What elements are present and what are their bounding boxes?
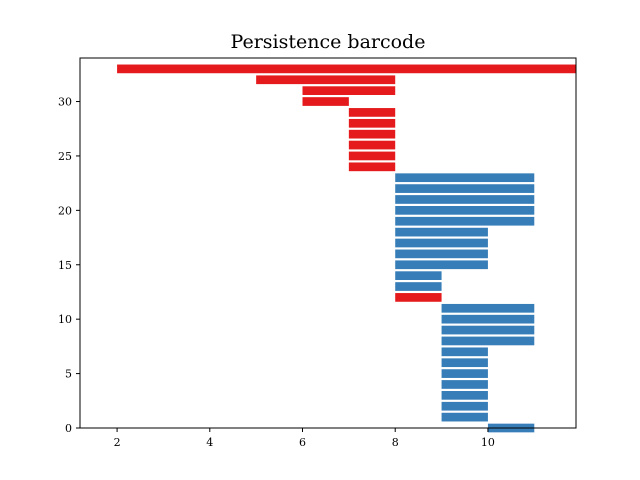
x-tick-label: 10 <box>481 436 495 449</box>
y-tick-label: 5 <box>65 368 72 381</box>
bar-11 <box>441 303 535 313</box>
bar-32 <box>256 75 396 85</box>
bar-23 <box>395 173 535 183</box>
bar-18 <box>395 227 488 237</box>
x-axis: 2 4 6 8 10 <box>114 428 495 449</box>
x-tick-label: 6 <box>299 436 306 449</box>
bar-29 <box>348 108 396 117</box>
plot-frame <box>79 57 577 429</box>
y-tick-label: 20 <box>58 204 72 217</box>
y-axis: 0 5 10 15 20 25 30 <box>58 96 80 435</box>
bar-22 <box>395 184 535 193</box>
y-tick-label: 15 <box>58 259 72 272</box>
bar-1 <box>441 412 488 422</box>
bar-16 <box>395 249 488 259</box>
y-tick-label: 10 <box>58 313 72 326</box>
y-tick-label: 0 <box>65 422 72 435</box>
y-tick-label: 25 <box>58 150 72 163</box>
bar-33 <box>117 64 577 74</box>
bar-9 <box>441 325 535 335</box>
bar-27 <box>348 129 396 139</box>
bar-10 <box>441 314 535 324</box>
bar-31 <box>302 86 396 95</box>
bar-4 <box>441 380 488 389</box>
bar-19 <box>395 216 535 226</box>
bar-25 <box>348 151 396 161</box>
bar-17 <box>395 238 488 248</box>
bar-13 <box>395 282 442 291</box>
bar-20 <box>395 206 535 215</box>
bar-6 <box>441 358 488 368</box>
x-tick-label: 4 <box>206 436 213 449</box>
bars-group <box>117 64 577 433</box>
bar-24 <box>348 162 396 172</box>
bar-26 <box>348 140 396 150</box>
bar-14 <box>395 271 442 280</box>
chart-title: Persistence barcode <box>231 31 426 53</box>
bar-5 <box>441 369 488 378</box>
bar-28 <box>348 118 396 128</box>
bar-21 <box>395 195 535 204</box>
bar-30 <box>302 97 349 106</box>
bar-3 <box>441 391 488 400</box>
x-tick-label: 8 <box>392 436 399 449</box>
x-tick-label: 2 <box>114 436 121 449</box>
bar-7 <box>441 347 488 357</box>
bar-12 <box>395 293 442 302</box>
y-tick-label: 30 <box>58 96 72 109</box>
bar-8 <box>441 336 535 346</box>
bar-15 <box>395 260 488 270</box>
bar-2 <box>441 401 488 411</box>
